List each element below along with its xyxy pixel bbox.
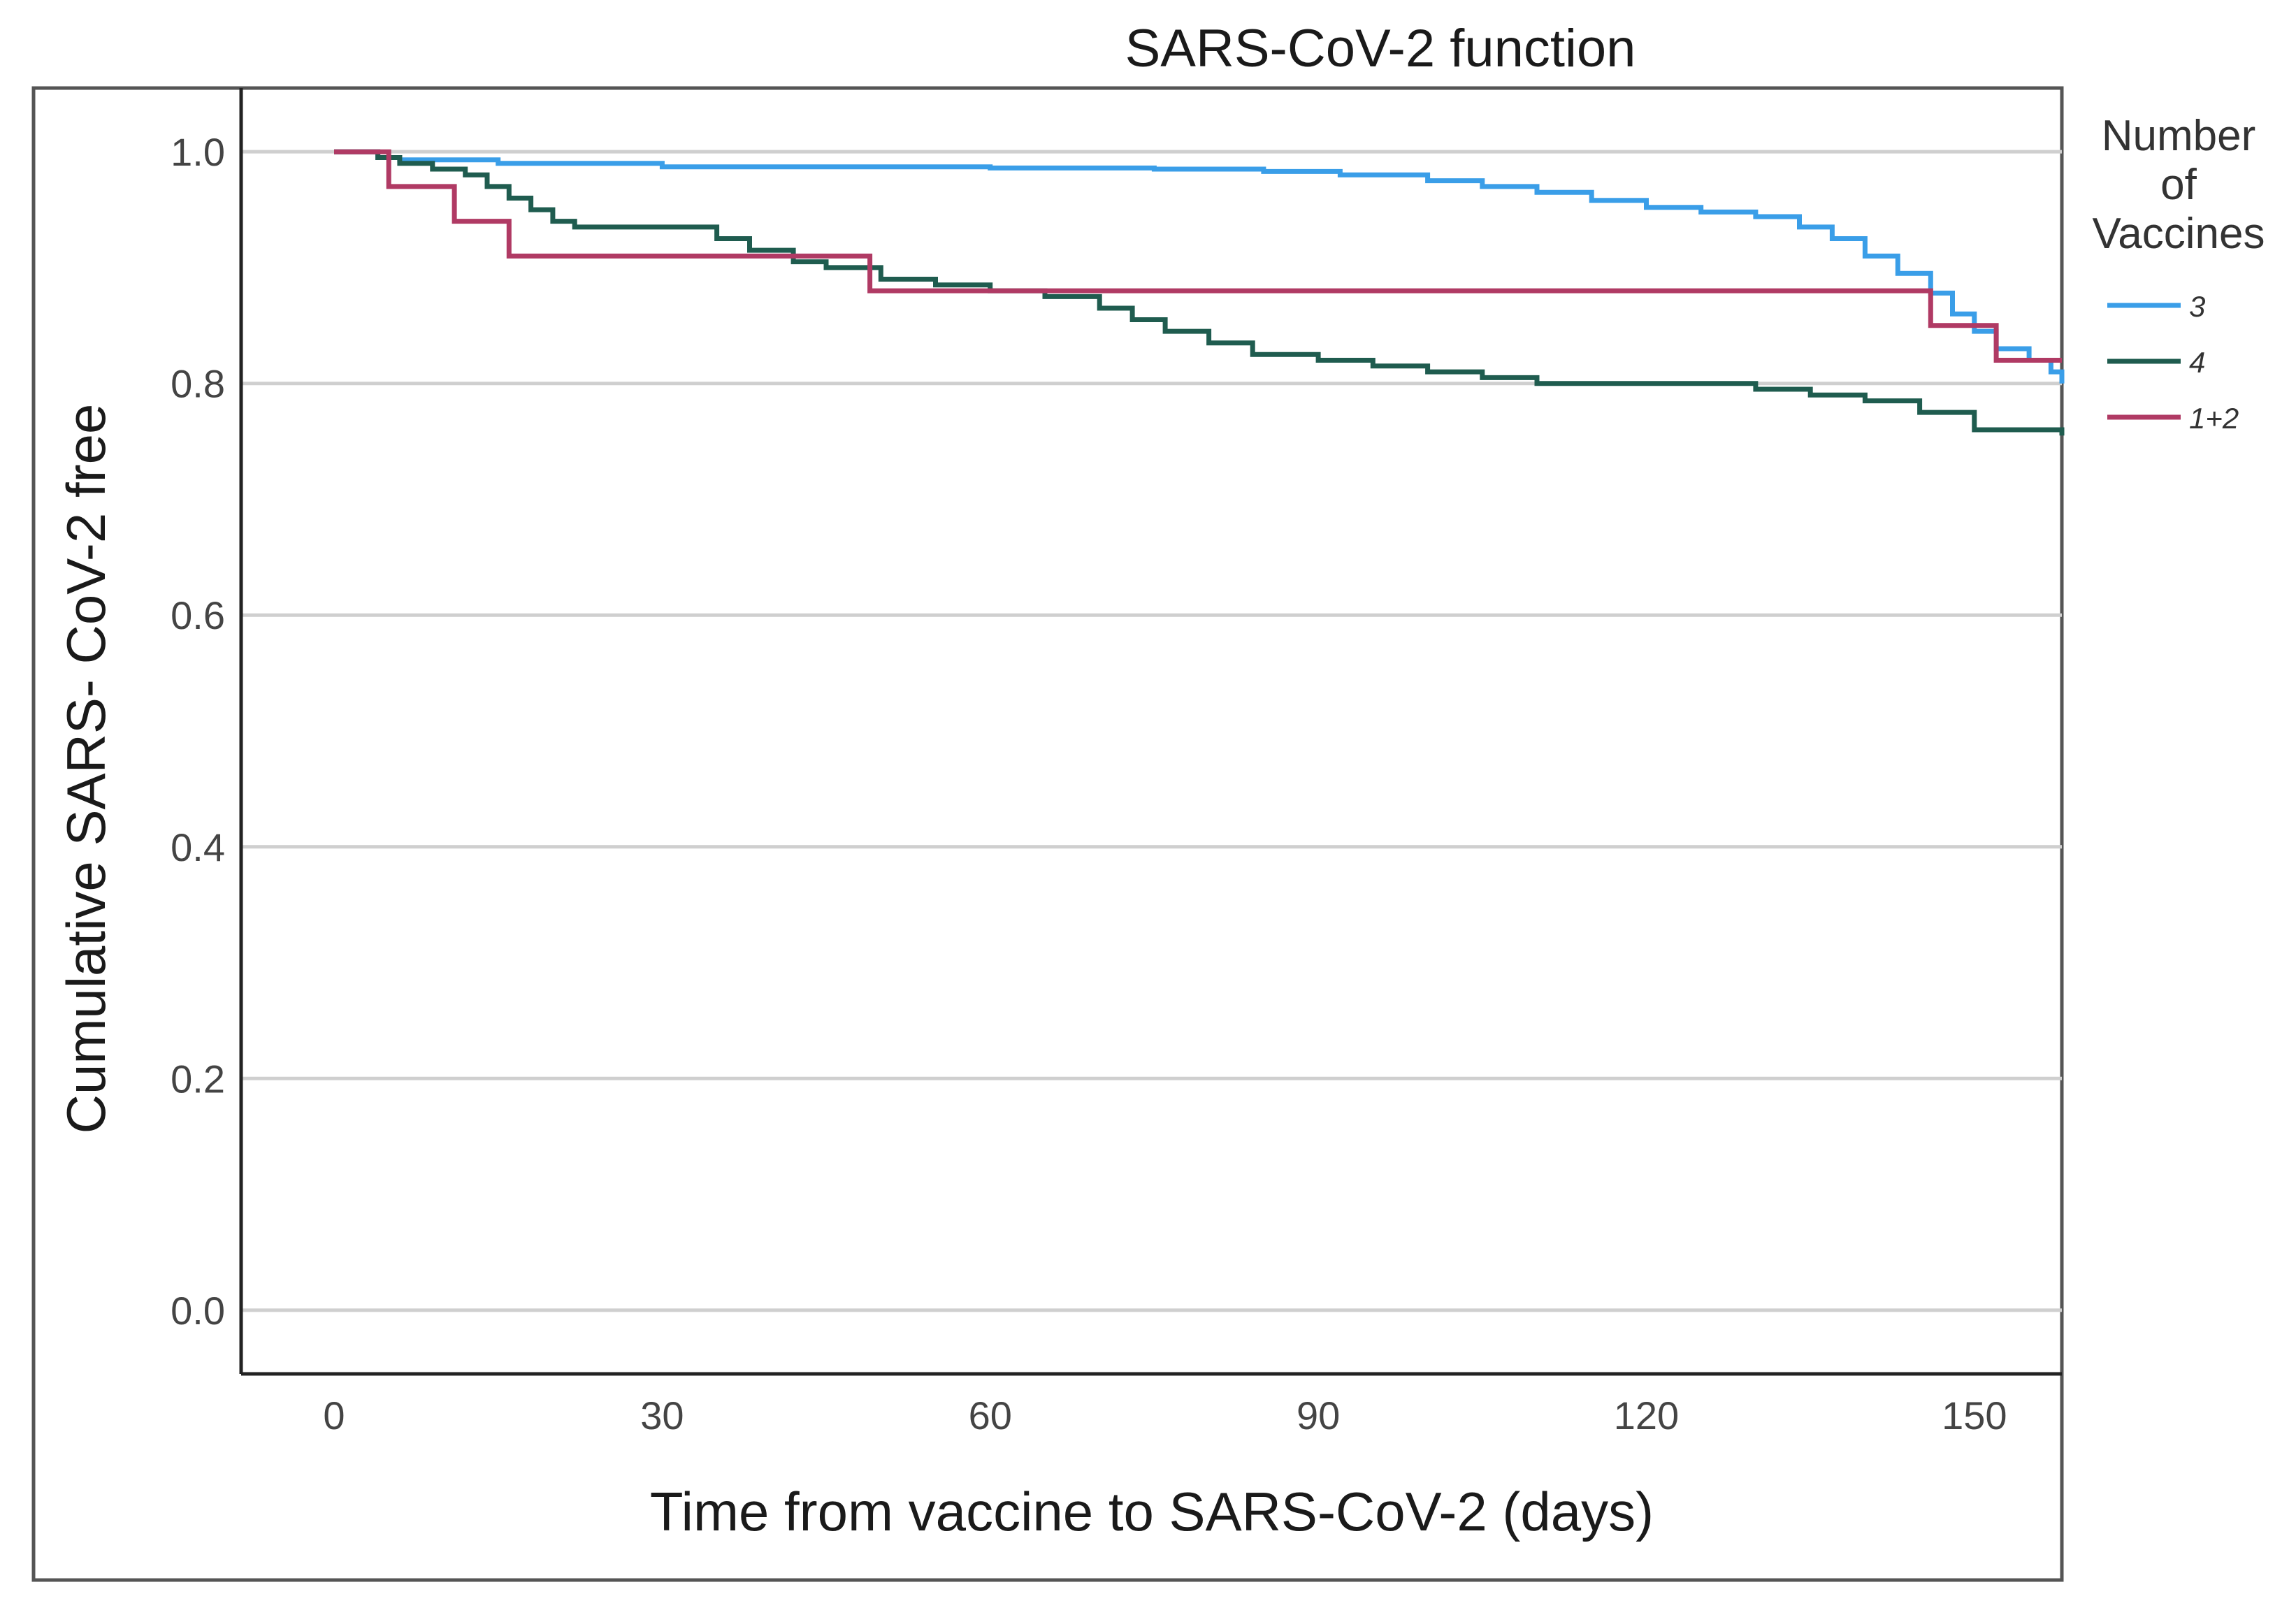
y-tick-label: 1.0: [171, 130, 225, 174]
legend-title-line-1: Number: [2102, 112, 2256, 160]
y-axis-title: Cumulative SARS- CoV-2 free: [55, 404, 117, 1134]
gridlines: [241, 150, 2062, 1312]
legend-label-4: 4: [2189, 346, 2205, 379]
x-tick-label: 30: [640, 1393, 684, 1437]
x-tick-label: 150: [1942, 1393, 2007, 1437]
chart-title: SARS-CoV-2 function: [1125, 19, 1636, 78]
x-tick-label: 0: [323, 1393, 345, 1437]
legend: Number of Vaccines 3 4 1+2: [2093, 112, 2265, 435]
series-line-4: [334, 149, 2065, 436]
y-tick-label: 0.8: [171, 362, 225, 406]
x-tick-label: 60: [969, 1393, 1012, 1437]
x-tick-labels: 0 30 60 90 120 150: [323, 1393, 2007, 1437]
legend-title-line-3: Vaccines: [2093, 210, 2265, 258]
x-tick-label: 90: [1297, 1393, 1340, 1437]
x-axis-title: Time from vaccine to SARS-CoV-2 (days): [650, 1481, 1654, 1542]
y-tick-label: 0.2: [171, 1057, 225, 1101]
series-line-3: [334, 149, 2065, 384]
y-tick-label: 0.4: [171, 825, 225, 869]
y-tick-labels: 0.0 0.2 0.4 0.6 0.8 1.0: [171, 130, 225, 1333]
series-lines: [334, 149, 2065, 436]
x-tick-label: 120: [1614, 1393, 1679, 1437]
series-line-1plus2: [334, 149, 2062, 363]
legend-title-line-2: of: [2160, 161, 2197, 209]
y-tick-label: 0.6: [171, 593, 225, 637]
y-tick-label: 0.0: [171, 1289, 225, 1333]
legend-label-3: 3: [2189, 290, 2205, 323]
legend-label-1plus2: 1+2: [2189, 402, 2239, 435]
figure-border: [31, 86, 2064, 1582]
